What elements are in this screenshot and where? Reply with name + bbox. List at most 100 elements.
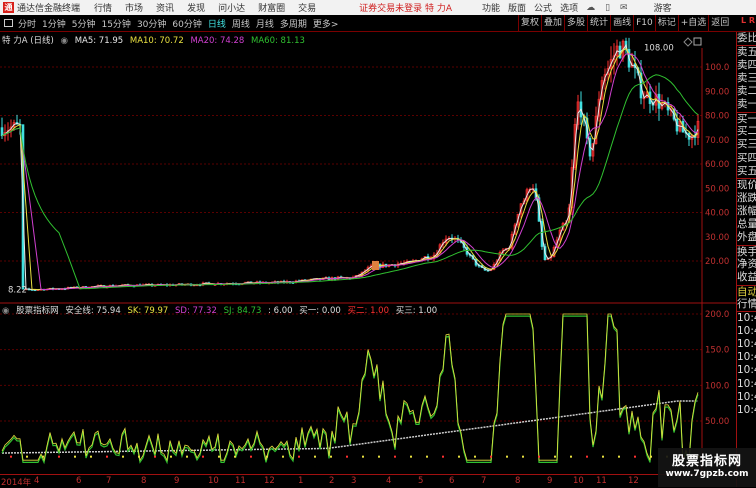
quote-row-label: 卖五 xyxy=(737,45,756,59)
settings-icon[interactable]: ◉ xyxy=(60,36,68,46)
ma5-line xyxy=(1,43,699,291)
signal-dot xyxy=(426,455,428,458)
app-logo: 通 xyxy=(3,2,14,13)
signal-dot xyxy=(170,455,172,458)
candle xyxy=(513,224,517,235)
price-tick-label: 90.00 xyxy=(705,87,729,97)
signal-dot xyxy=(122,455,124,458)
tool-fanhui[interactable]: 返回 xyxy=(708,15,731,31)
panel-toggle-icon[interactable] xyxy=(4,19,13,27)
signal-dot xyxy=(106,455,108,458)
period-more[interactable]: 更多> xyxy=(312,19,339,30)
signal-dot xyxy=(490,455,492,458)
quote-row-label: 卖二 xyxy=(737,85,756,98)
price-tick-label: 70.00 xyxy=(705,136,729,146)
menu-caifuquan[interactable]: 财富圈 xyxy=(258,4,286,14)
signal-dot xyxy=(154,455,156,458)
signal-dot xyxy=(602,455,604,458)
menu-shichang[interactable]: 市场 xyxy=(125,4,144,14)
period-15min[interactable]: 15分钟 xyxy=(101,19,131,30)
login-status[interactable]: 证券交易未登录 特 力A xyxy=(359,4,453,14)
settings-icon[interactable]: ◉ xyxy=(2,306,10,316)
indicator-tick-label: 200.0 xyxy=(705,310,729,320)
menu-jiaoyi[interactable]: 交易 xyxy=(298,4,317,14)
indicator-tick-label: 150.0 xyxy=(705,346,729,356)
menu-banmian[interactable]: 版面 xyxy=(508,4,527,14)
signal-dot xyxy=(442,455,444,458)
candle xyxy=(501,249,505,253)
phone-icon[interactable]: ▯ xyxy=(605,2,611,13)
signal-dot xyxy=(506,455,508,458)
menu-gongneng[interactable]: 功能 xyxy=(482,4,501,14)
cloud-icon[interactable]: ☁ xyxy=(586,2,596,13)
date-tick-label: 8 xyxy=(515,476,521,486)
watermark: 股票指标网 www.7gpzb.com xyxy=(658,448,756,487)
tick-time: 10:40 xyxy=(737,351,756,364)
signal-dot xyxy=(282,455,284,458)
period-multi[interactable]: 多周期 xyxy=(279,19,307,30)
indicator-name[interactable]: 股票指标网 xyxy=(16,306,59,316)
menu-xuanxiang[interactable]: 选项 xyxy=(560,4,579,14)
sj-value: SJ: 84.73 xyxy=(223,306,262,316)
candle xyxy=(603,74,607,81)
tick-time: 10:41 xyxy=(737,404,756,417)
period-weekly[interactable]: 周线 xyxy=(231,19,250,30)
ma10-value: MA10: 70.72 xyxy=(129,36,184,46)
menu-gongshi[interactable]: 公式 xyxy=(534,4,553,14)
period-60min[interactable]: 60分钟 xyxy=(172,19,202,30)
watermark-url: www.7gpzb.com xyxy=(665,469,749,479)
date-tick-label: 7 xyxy=(481,476,487,486)
quote-row-label: 委比 xyxy=(737,32,756,44)
period-fenshi[interactable]: 分时 xyxy=(18,19,37,30)
date-tick-label: 12 xyxy=(264,476,275,486)
menu-faxian[interactable]: 发现 xyxy=(187,4,206,14)
candle xyxy=(600,80,604,100)
tool-diejia[interactable]: 叠加 xyxy=(541,15,564,31)
ma60-line xyxy=(1,74,699,290)
tool-biaoji[interactable]: 标记 xyxy=(654,15,678,31)
user-guest[interactable]: 游客 xyxy=(653,4,672,14)
quote-row-label: 卖一 xyxy=(737,98,756,111)
diamond-icon xyxy=(683,37,693,47)
tool-zixuan[interactable]: +自选 xyxy=(677,15,709,31)
signal-dot xyxy=(218,455,220,458)
period-1min[interactable]: 1分钟 xyxy=(42,19,66,30)
tick-time: 10:41 xyxy=(737,377,756,390)
quote-label: 行情 xyxy=(737,297,756,310)
candle xyxy=(573,124,577,168)
signal-dot xyxy=(330,455,332,458)
signal-dot xyxy=(362,455,364,458)
period-daily[interactable]: 日线 xyxy=(207,19,226,30)
date-tick-label: 7 xyxy=(106,476,112,486)
signal-dot xyxy=(90,455,92,458)
tool-tongji[interactable]: 统计 xyxy=(587,15,610,31)
signal-dot xyxy=(378,455,380,458)
menu-hangqing[interactable]: 行情 xyxy=(94,4,113,14)
signal-dot xyxy=(314,455,316,458)
indicator-tick-label: 50.00 xyxy=(705,417,729,427)
tool-duogu[interactable]: 多股 xyxy=(564,15,587,31)
tool-huaxian[interactable]: 画线 xyxy=(610,15,633,31)
period-5min[interactable]: 5分钟 xyxy=(71,19,96,30)
lr-toggle[interactable]: L R xyxy=(741,16,756,25)
menu-wenxiaoda[interactable]: 问小达 xyxy=(218,4,246,14)
quote-row-label: 总量 xyxy=(737,218,756,231)
menu-zixun[interactable]: 资讯 xyxy=(156,4,175,14)
signal-dot xyxy=(74,455,76,458)
signal-dot xyxy=(554,455,556,458)
safe-line xyxy=(1,400,698,454)
date-tick-label: 10 xyxy=(208,476,219,486)
period-monthly[interactable]: 月线 xyxy=(255,19,274,30)
signal-dot xyxy=(234,455,236,458)
quote-row-label: 涨幅 xyxy=(737,204,756,217)
kline-chart[interactable]: 100.0 90.00 80.00 70.00 60.00 50.00 40.00 30.00… xyxy=(0,32,736,474)
stock-name: 特 力A (日线) xyxy=(2,36,54,46)
quote-row-label: 净资 xyxy=(737,258,756,271)
date-tick-label: 5 xyxy=(418,476,424,486)
quote-row-label: 买三 xyxy=(737,138,756,151)
candle xyxy=(558,229,562,241)
message-icon[interactable]: ✉ xyxy=(620,2,628,13)
period-30min[interactable]: 30分钟 xyxy=(136,19,167,30)
tool-f10[interactable]: F10 xyxy=(633,15,655,31)
tool-fuquan[interactable]: 复权 xyxy=(518,15,541,31)
